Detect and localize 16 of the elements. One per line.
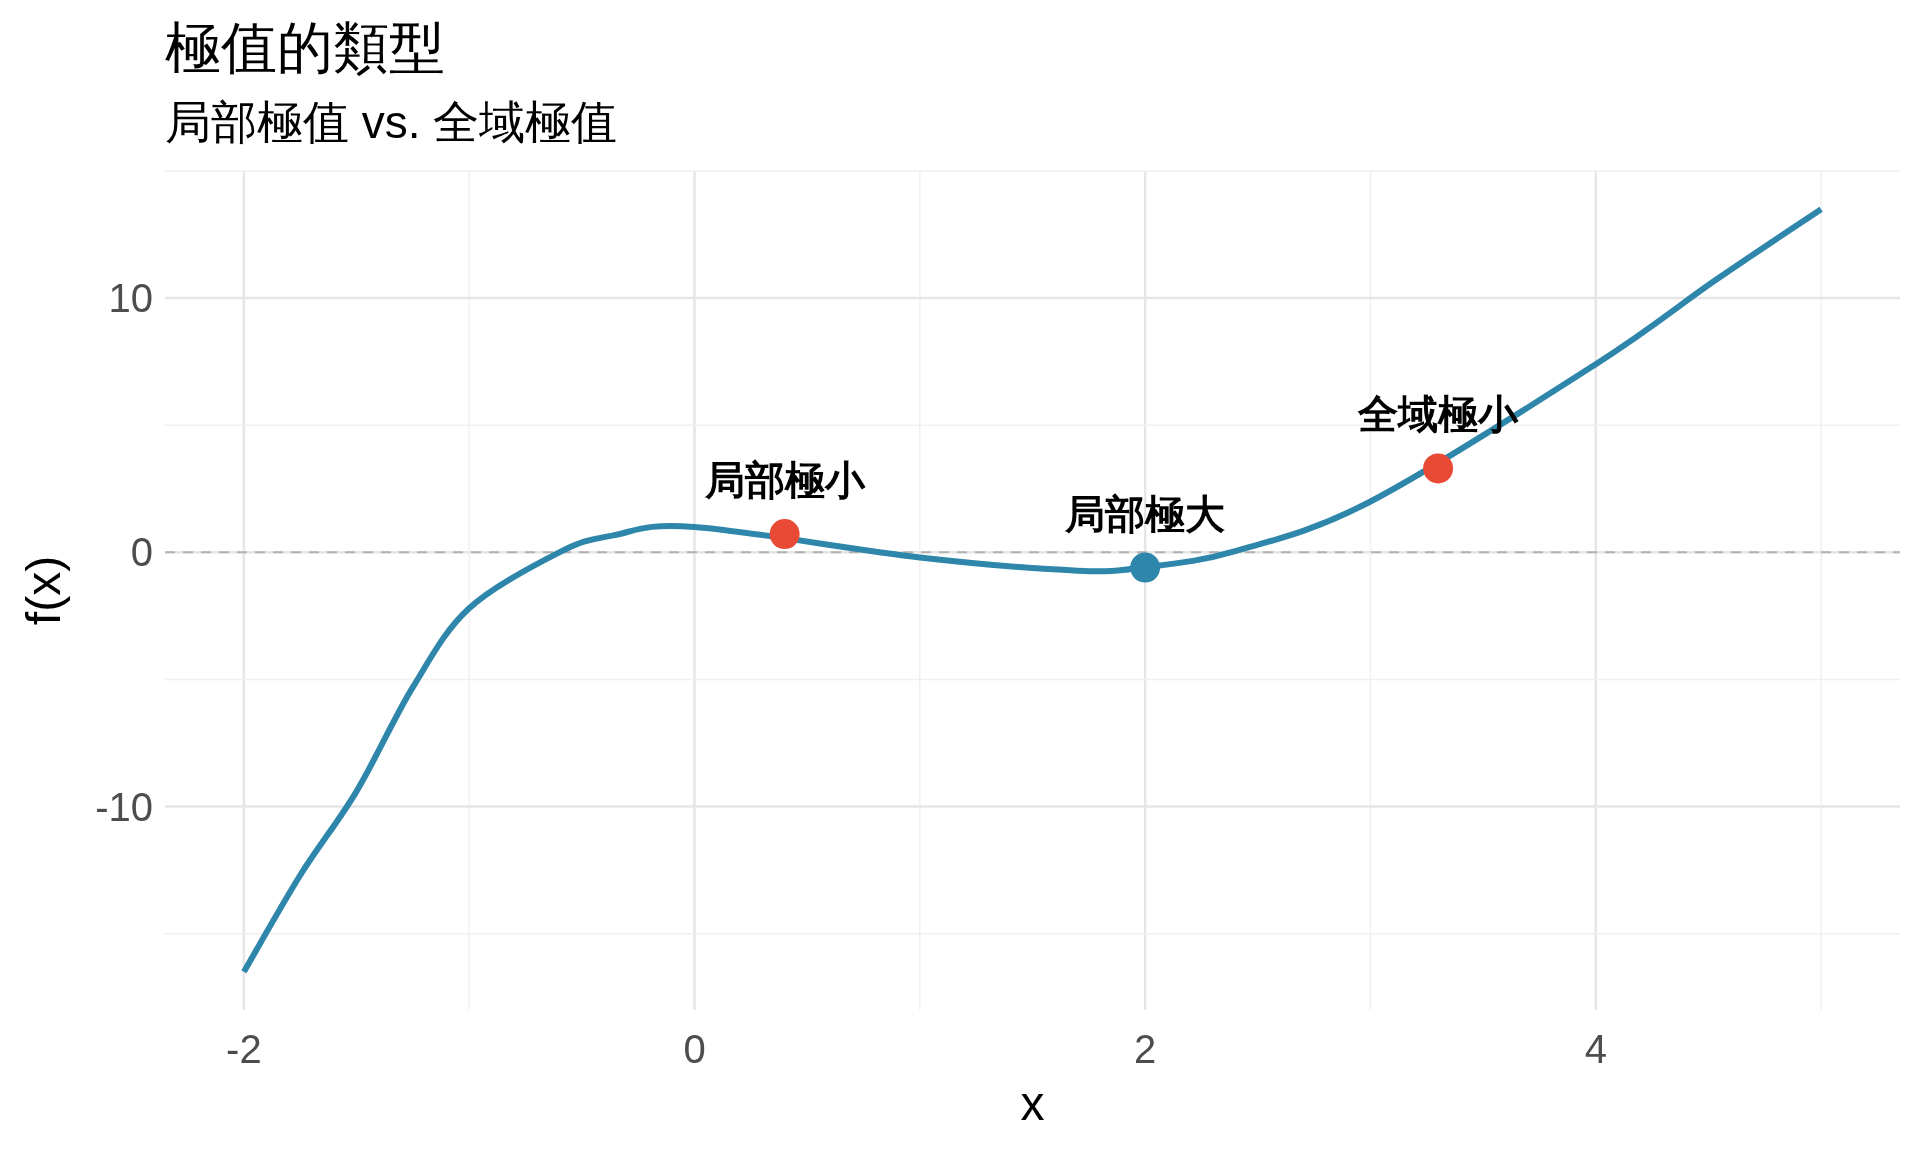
x-tick-label: 2 <box>1134 1027 1157 1071</box>
y-tick-label: 0 <box>130 530 153 575</box>
x-axis-title: x <box>1020 1077 1045 1130</box>
annotation: 局部極大 <box>1064 491 1226 536</box>
x-tick-label: 4 <box>1584 1027 1607 1071</box>
y-axis-title: f(x) <box>17 555 70 626</box>
point <box>769 519 800 550</box>
y-tick-label: 10 <box>108 276 153 321</box>
chart-subtitle: 局部極值 vs. 全域極值 <box>165 96 618 148</box>
annotation: 局部極小 <box>703 458 866 503</box>
point <box>1130 552 1161 583</box>
x-tick-label: -2 <box>226 1027 262 1071</box>
y-tick-label: -10 <box>95 784 153 829</box>
x-tick-label: 0 <box>683 1027 706 1071</box>
chart-title: 極值的類型 <box>165 16 445 79</box>
point <box>1423 453 1454 484</box>
